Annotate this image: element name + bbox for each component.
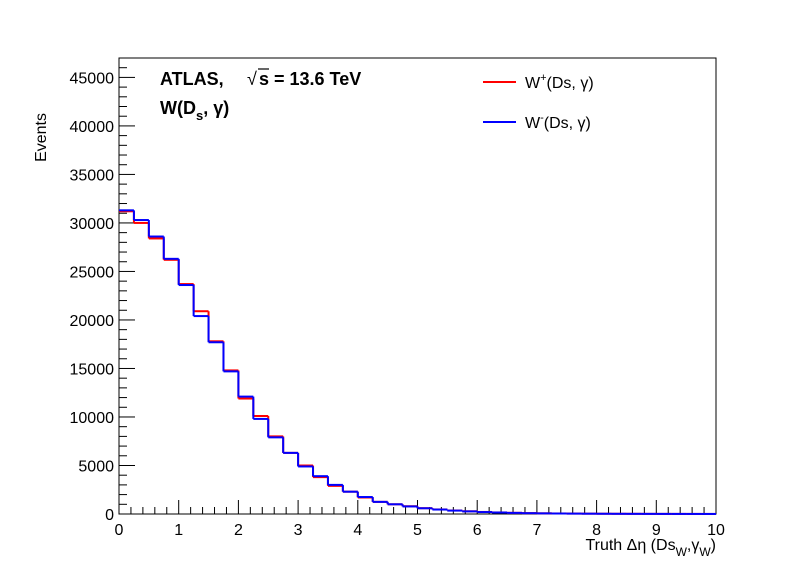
process-label: W(Ds, γ) — [160, 98, 229, 123]
sqrt-s-symbol: √ — [247, 68, 269, 89]
y-tick-label: 5000 — [78, 458, 114, 475]
x-tick-label: 6 — [473, 522, 482, 539]
legend: W+(Ds, γ) W-(Ds, γ) — [483, 72, 594, 132]
y-tick-label: 20000 — [70, 313, 115, 330]
axis-ticks — [118, 67, 717, 515]
x-tick-label: 5 — [413, 522, 422, 539]
y-tick-label: 15000 — [70, 361, 115, 378]
x-tick-label: 8 — [592, 522, 601, 539]
series-w-plus — [119, 210, 716, 515]
x-tick-label: 10 — [707, 522, 725, 539]
x-tick-label: 1 — [174, 522, 183, 539]
y-axis-title: Events — [33, 113, 50, 162]
x-tick-label: 9 — [652, 522, 661, 539]
y-tick-label: 35000 — [70, 167, 115, 184]
legend-item: W+(Ds, γ) — [483, 72, 594, 92]
x-tick-label: 0 — [115, 522, 124, 539]
atlas-label: ATLAS, — [160, 69, 224, 89]
y-tick-label: 40000 — [70, 119, 115, 136]
svg-text:√: √ — [247, 69, 257, 89]
x-tick-label: 7 — [532, 522, 541, 539]
x-axis-title: Truth Δη (DsW,γW) — [585, 537, 716, 559]
x-tick-label: 3 — [294, 522, 303, 539]
series-layer — [119, 209, 716, 515]
x-tick-label: 2 — [234, 522, 243, 539]
y-tick-label: 10000 — [70, 410, 115, 427]
energy-label: s = 13.6 TeV — [259, 69, 361, 89]
y-tick-label: 45000 — [70, 70, 115, 87]
y-tick-label: 0 — [105, 507, 114, 524]
y-tick-label: 30000 — [70, 216, 115, 233]
x-tick-label: 4 — [353, 522, 362, 539]
y-tick-label: 25000 — [70, 264, 115, 281]
legend-label: W+(Ds, γ) — [525, 72, 594, 92]
series-w-minus — [119, 209, 716, 515]
legend-label: W-(Ds, γ) — [525, 112, 591, 132]
tick-labels: 0 1 2 3 4 5 6 7 8 9 10 0 5000 10000 15000 20000 25000 300… — [70, 70, 726, 539]
plot-frame — [118, 57, 717, 515]
legend-item: W-(Ds, γ) — [483, 112, 591, 132]
